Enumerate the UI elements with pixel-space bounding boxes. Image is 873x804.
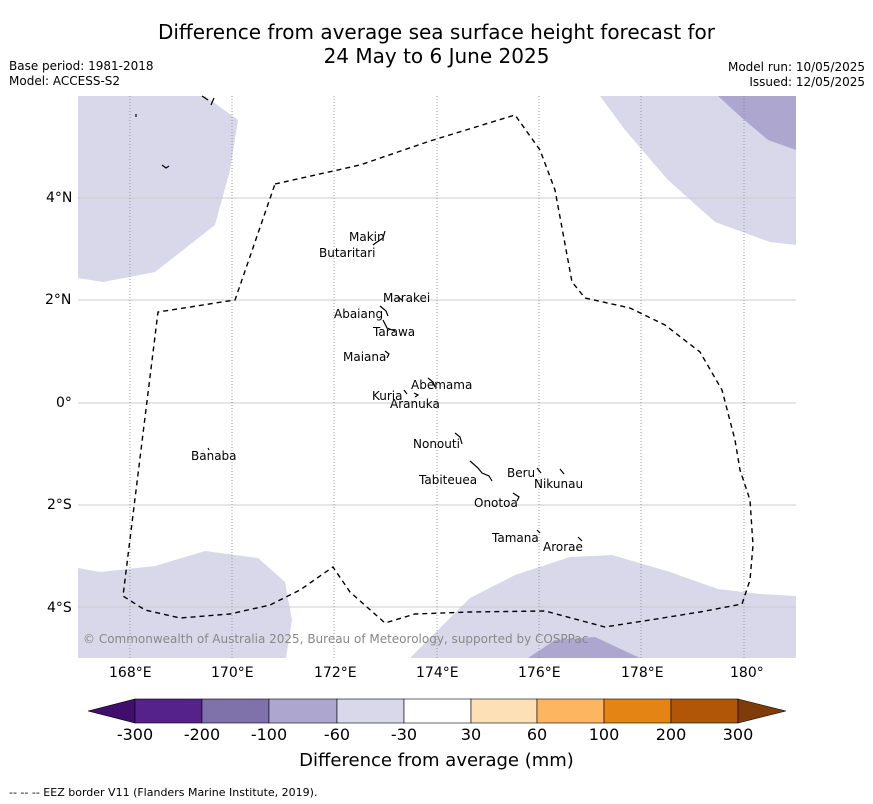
colorbar-tick-1: -300 — [116, 725, 154, 744]
island-label-tabiteuea: Tabiteuea — [419, 473, 478, 487]
colorbar-swatch-6 — [470, 698, 538, 724]
colorbar-tick-2: -200 — [183, 725, 221, 744]
colorbar-tick-3: -100 — [250, 725, 288, 744]
copyright-notice: © Commonwealth of Australia 2025, Bureau… — [83, 632, 589, 646]
model-run: Model run: 10/05/2025 — [727, 60, 865, 74]
island-label-tamana: Tamana — [492, 531, 539, 545]
islands — [135, 95, 583, 542]
base-period: Base period: 1981-2018 — [9, 59, 154, 73]
island-label-abemama: Abemama — [411, 378, 473, 392]
island-label-beru: Beru — [507, 466, 536, 480]
colorbar-title: Difference from average (mm) — [299, 750, 574, 771]
gridlines — [78, 96, 796, 658]
x-tick-174e: 174°E — [416, 665, 459, 681]
colorbar-swatch-5 — [403, 698, 472, 724]
title-line-1: Difference from average sea surface heig… — [157, 20, 716, 44]
eez-border — [122, 114, 754, 628]
eez-footnote: -- -- -- EEZ border V11 (Flanders Marine… — [9, 786, 318, 799]
colorbar-tick-7: 60 — [526, 725, 548, 744]
anomaly-region-sw — [78, 551, 292, 658]
island-label-banaba: Banaba — [191, 449, 237, 463]
island-nonouti — [454, 432, 463, 445]
colorbar-tick-6: 30 — [460, 725, 482, 744]
island-label-onotoa: Onotoa — [474, 496, 518, 510]
island-label-makin: Makin — [349, 230, 385, 244]
island-banaba — [207, 447, 210, 451]
anomaly-region-ne-dark — [718, 96, 796, 150]
anomaly-region-nw — [78, 96, 238, 282]
colorbar-max-extend — [737, 698, 787, 724]
chart-title: Difference from average sea surface heig… — [0, 20, 873, 68]
y-tick-2n: 2°N — [45, 292, 72, 308]
island-tamana — [536, 529, 541, 534]
island-nikunau — [559, 468, 565, 475]
island-arorae — [577, 536, 583, 542]
colorbar-tick-5: -30 — [390, 725, 418, 744]
colorbar-swatch-8 — [603, 698, 672, 724]
y-tick-0: 0° — [56, 395, 72, 411]
colorbar-min-extend — [87, 698, 136, 724]
island-kuria — [403, 389, 408, 395]
island-label-aranuka: Aranuka — [390, 397, 440, 411]
colorbar-swatch-3 — [268, 698, 338, 724]
island-onotoa — [512, 492, 520, 502]
island-abemama — [427, 377, 436, 388]
island-label-butaritari: Butaritari — [319, 246, 376, 260]
colorbar-tick-10: 300 — [722, 725, 754, 744]
issued-date: Issued: 12/05/2025 — [749, 75, 865, 89]
colorbar-swatch-9 — [670, 698, 739, 724]
island-label-kuria: Kuria — [372, 389, 403, 403]
island-label-tarawa: Tarawa — [373, 325, 416, 339]
meta-right: Model run: 10/05/2025 Issued: 12/05/2025 — [728, 60, 865, 90]
island-beru — [536, 467, 542, 474]
model-name: Model: ACCESS-S2 — [9, 74, 121, 88]
colorbar — [87, 698, 787, 724]
anomaly-region-ne — [600, 96, 796, 245]
colorbar-tick-4: -60 — [323, 725, 351, 744]
colorbar-swatch-7 — [536, 698, 605, 724]
island-label-nikunau: Nikunau — [534, 477, 584, 491]
x-tick-170e: 170°E — [211, 665, 254, 681]
island-tabiteuea — [469, 460, 493, 482]
island-nw-3 — [201, 95, 215, 106]
island-label-marakei: Marakei — [383, 291, 431, 305]
island-tarawa — [382, 319, 396, 332]
island-nw-2 — [161, 164, 170, 169]
island-maiana — [384, 350, 390, 359]
x-tick-176e: 176°E — [518, 665, 561, 681]
island-label-abaiang: Abaiang — [334, 307, 384, 321]
meta-left: Base period: 1981-2018 Model: ACCESS-S2 — [9, 59, 154, 89]
anomaly-region-se-dark — [528, 637, 640, 658]
y-tick-4n: 4°N — [46, 190, 73, 206]
island-label-nonouti: Nonouti — [413, 437, 460, 451]
island-label-maiana: Maiana — [343, 350, 387, 364]
island-marakei — [397, 296, 403, 301]
x-tick-180: 180° — [730, 665, 764, 681]
title-line-2: 24 May to 6 June 2025 — [323, 44, 550, 68]
x-tick-168e: 168°E — [109, 665, 152, 681]
island-label-arorae: Arorae — [543, 540, 583, 554]
y-tick-2s: 2°S — [47, 497, 72, 513]
colorbar-tick-9: 200 — [655, 725, 687, 744]
colorbar-tick-8: 100 — [588, 725, 620, 744]
island-aranuka — [413, 392, 420, 398]
colorbar-swatch-2 — [201, 698, 270, 724]
x-tick-178e: 178°E — [621, 665, 664, 681]
island-abaiang — [379, 305, 389, 317]
colorbar-swatch-1 — [134, 698, 203, 724]
island-makin — [372, 230, 386, 246]
x-tick-172e: 172°E — [314, 665, 357, 681]
y-tick-4s: 4°S — [47, 600, 72, 616]
colorbar-swatch-4 — [336, 698, 405, 724]
